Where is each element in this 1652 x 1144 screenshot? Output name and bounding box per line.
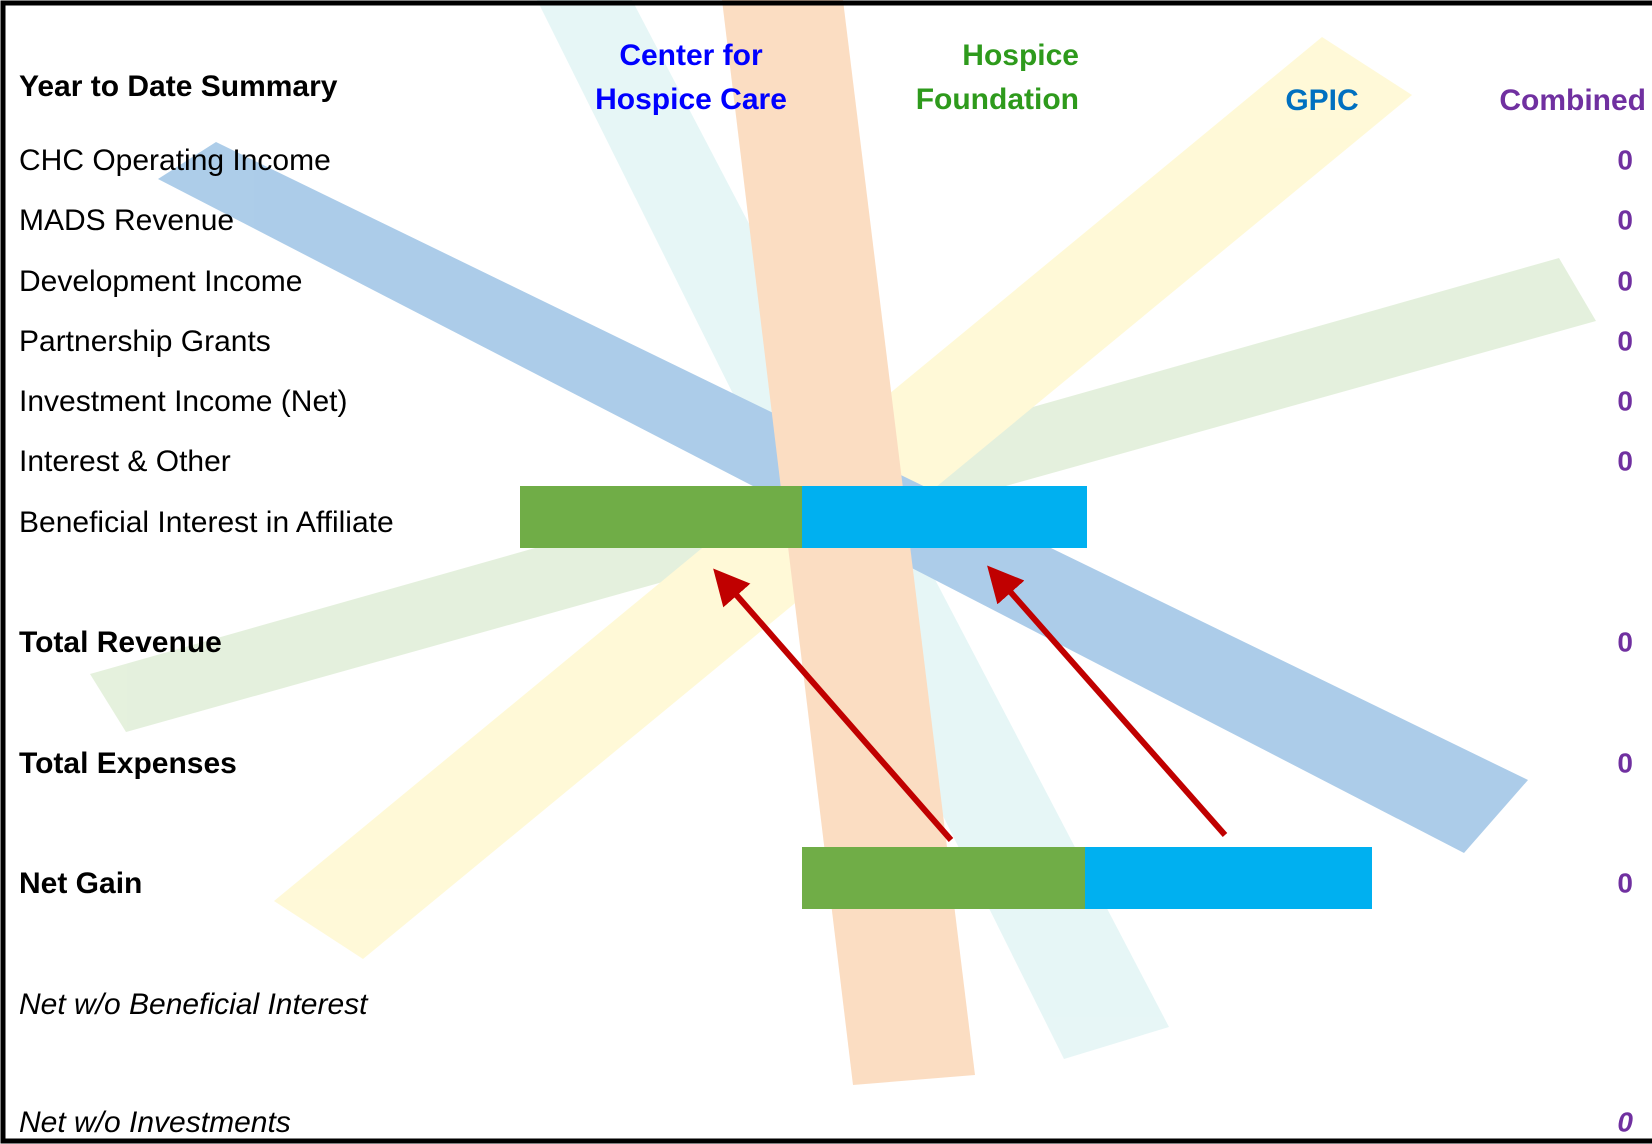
column-headers: Center for Hospice Care Hospice Foundation G… bbox=[595, 39, 1646, 117]
rows: CHC Operating Income 0 MADS Revenue 0 Develo… bbox=[19, 144, 1633, 1139]
combined-value: 0 bbox=[1617, 867, 1633, 898]
row-label: Development Income bbox=[19, 265, 302, 298]
table-title: Year to Date Summary bbox=[19, 70, 338, 103]
highlight-bar bbox=[802, 486, 1087, 548]
row-label: CHC Operating Income bbox=[19, 144, 331, 177]
combined-value: 0 bbox=[1617, 385, 1633, 416]
highlight-bar bbox=[520, 486, 802, 548]
row-label: Total Expenses bbox=[19, 747, 237, 780]
combined-value: 0 bbox=[1617, 626, 1633, 657]
row-label: Partnership Grants bbox=[19, 325, 271, 358]
combined-value: 0 bbox=[1617, 204, 1633, 235]
row-label: Net w/o Investments bbox=[19, 1106, 291, 1139]
highlight-bar bbox=[1085, 847, 1372, 909]
combined-value: 0 bbox=[1617, 144, 1633, 175]
column-header: Combined bbox=[1499, 84, 1646, 117]
combined-value: 0 bbox=[1617, 265, 1633, 296]
column-header: Center for bbox=[619, 39, 763, 72]
row-label: Interest & Other bbox=[19, 445, 231, 478]
arrow bbox=[713, 568, 954, 842]
column-header: Hospice bbox=[962, 39, 1079, 72]
row-label: MADS Revenue bbox=[19, 204, 234, 237]
combined-value: 0 bbox=[1617, 747, 1633, 778]
arrows bbox=[713, 565, 1228, 842]
combined-value: 0 bbox=[1617, 325, 1633, 356]
column-header: GPIC bbox=[1285, 84, 1358, 117]
row-label: Net Gain bbox=[19, 867, 142, 900]
arrow bbox=[987, 565, 1228, 837]
row-label: Beneficial Interest in Affiliate bbox=[19, 506, 394, 539]
highlight-bar bbox=[802, 847, 1085, 909]
row-label: Total Revenue bbox=[19, 626, 222, 659]
column-header: Foundation bbox=[916, 83, 1079, 116]
combined-value: 0 bbox=[1617, 1106, 1633, 1137]
combined-value: 0 bbox=[1617, 445, 1633, 476]
row-label: Investment Income (Net) bbox=[19, 385, 347, 418]
highlight-bars bbox=[520, 486, 1372, 909]
row-label: Net w/o Beneficial Interest bbox=[19, 988, 369, 1021]
column-header: Hospice Care bbox=[595, 83, 787, 116]
